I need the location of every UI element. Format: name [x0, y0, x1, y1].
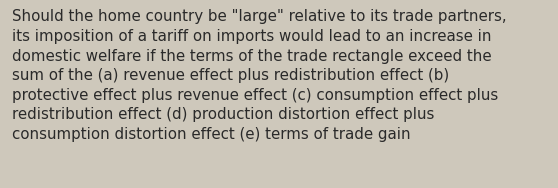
Text: Should the home country be "large" relative to its trade partners,
its impositio: Should the home country be "large" relat…	[12, 9, 507, 142]
